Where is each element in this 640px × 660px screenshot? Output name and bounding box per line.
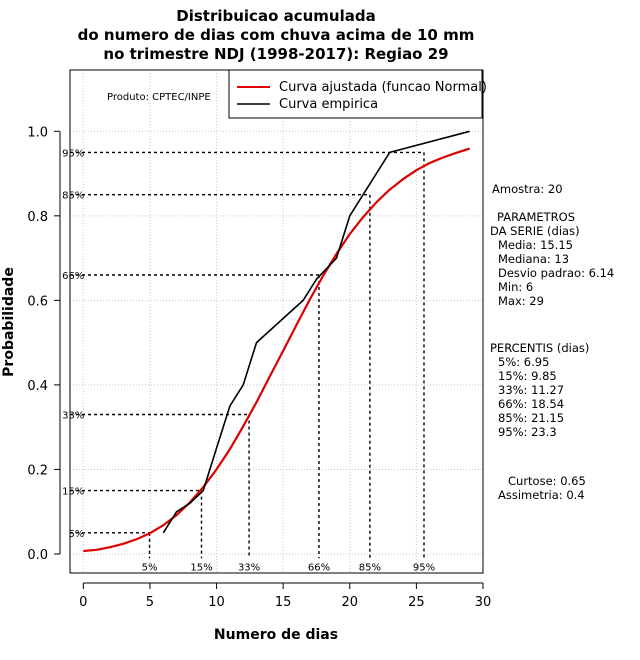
param-stddev: Desvio padrao: 6.14 [498,266,614,280]
sample-size: Amostra: 20 [492,182,563,196]
legend-label-empirical: Curva empirica [279,97,378,112]
y-tick-label: 0.0 [27,548,48,563]
x-tick-label: 0 [79,595,87,610]
x-axis-title: Numero de dias [214,627,338,643]
param-max: Max: 29 [498,294,544,308]
percentile-x-label: 15% [190,563,212,574]
percentile-y-label: 66% [62,271,84,282]
y-tick-label: 0.6 [27,294,48,309]
fitted-normal-curve [83,147,471,553]
y-axis-title: Probabilidade [1,267,17,377]
legend: Curva ajustada (funcao Normal) Curva emp… [228,69,487,119]
x-tick-label: 30 [475,595,492,610]
y-tick-label: 0.8 [27,210,48,225]
percentile-x-label: 85% [359,563,381,574]
percentile-x-label: 33% [238,563,260,574]
y-tick-label: 0.4 [27,379,48,394]
params-title-2: DA SERIE (dias) [490,224,580,238]
chart-title-line-2: do numero de dias com chuva acima de 10 … [78,26,475,44]
x-tick-label: 25 [408,595,425,610]
param-min: Min: 6 [498,280,533,294]
percentile-y-label: 95% [62,148,84,159]
percentile-y-label: 5% [68,529,84,540]
percentile-x-label: 66% [308,563,330,574]
plot-frame [69,69,484,574]
legend-label-fitted: Curva ajustada (funcao Normal) [279,80,487,95]
percentil-5: 5%: 6.95 [498,355,549,369]
series-lines [83,130,471,553]
percentil-33: 33%: 11.27 [498,383,564,397]
percentil-15: 15%: 9.85 [498,369,557,383]
param-mean: Media: 15.15 [498,238,573,252]
percentil-95: 95%: 23.3 [498,425,557,439]
skewness: Assimetria: 0.4 [498,488,585,502]
x-tick-label: 20 [342,595,359,610]
chart-title-line-1: Distribuicao acumulada [176,7,375,25]
percentile-x-label: 5% [142,563,158,574]
empirical-curve [162,130,470,534]
x-tick-label: 5 [146,595,154,610]
y-tick-label: 0.2 [27,463,48,478]
chart-title-line-3: no trimestre NDJ (1998-2017): Regiao 29 [103,45,448,63]
x-tick-label: 10 [208,595,225,610]
percentile-y-label: 33% [62,410,84,421]
kurtosis: Curtose: 0.65 [508,474,586,488]
grid [70,70,483,573]
axes: 0 5 10 15 20 25 30 0.0 0.2 0.4 0.6 0.8 1.0 [27,125,491,610]
param-median: Mediana: 13 [498,252,569,266]
percentis-title: PERCENTIS (dias) [490,341,589,355]
percentile-y-label: 85% [62,191,84,202]
percentile-y-label: 15% [62,487,84,498]
side-panel: Amostra: 20 PARAMETROS DA SERIE (dias) M… [490,182,614,502]
params-title-1: PARAMETROS [497,210,575,224]
product-label: Produto: CPTEC/INPE [107,92,211,103]
y-tick-label: 1.0 [27,125,48,140]
legend-box [228,69,483,119]
x-tick-label: 15 [275,595,292,610]
percentil-85: 85%: 21.15 [498,411,564,425]
percentile-guides: 5% 5% 15% 15% 33% 33% 66% 66% 85% 85% 95% 95% [62,148,435,573]
percentil-66: 66%: 18.54 [498,397,564,411]
percentile-x-label: 95% [413,563,435,574]
